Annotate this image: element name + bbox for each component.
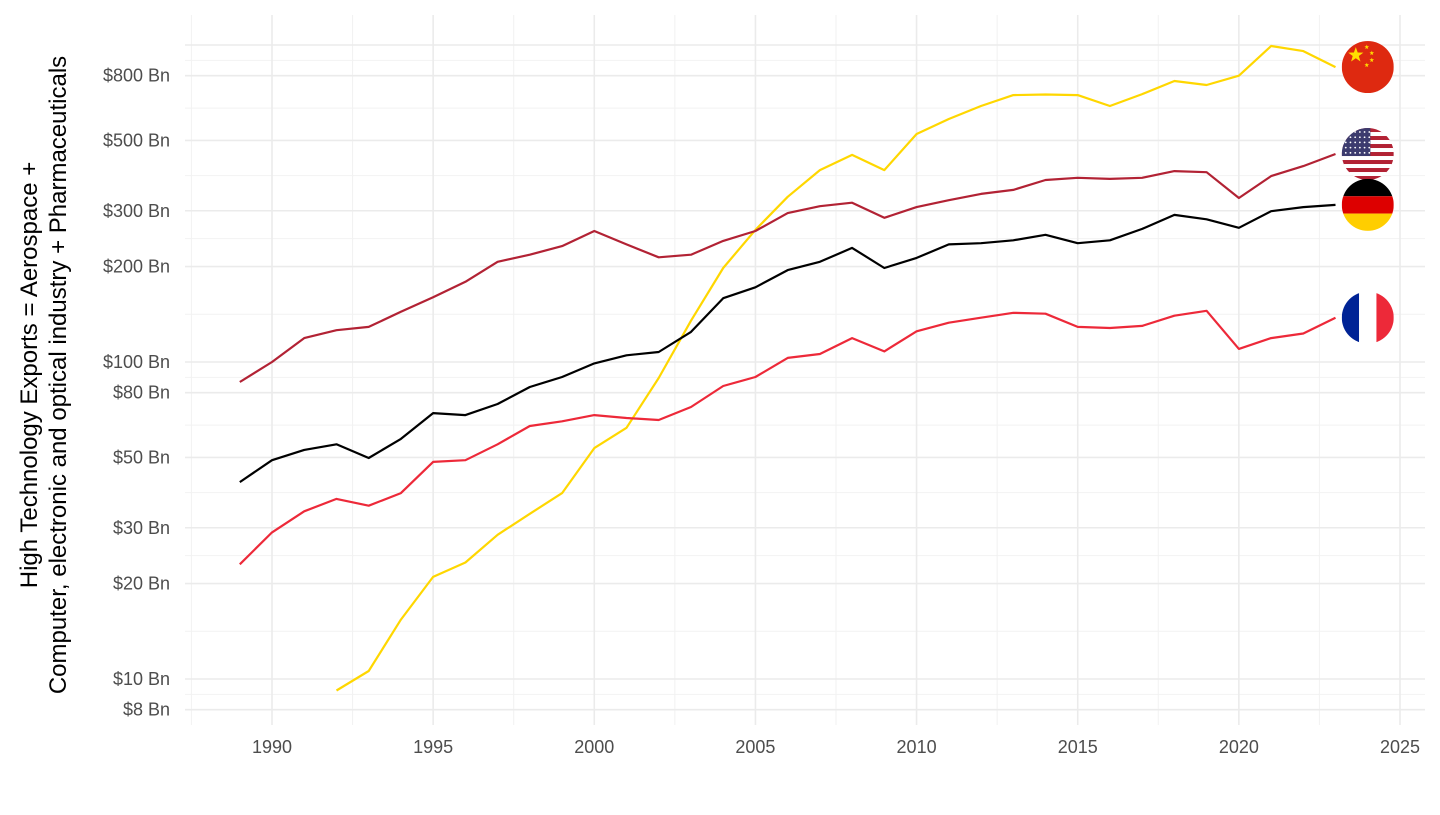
united-states-line (239, 152, 1336, 383)
y-tick-label: $10 Bn (113, 669, 170, 689)
y-tick-label: $100 Bn (103, 352, 170, 372)
y-axis-label-line1: High Technology Exports = Aerospace + (16, 162, 43, 589)
y-tick-label: $800 Bn (103, 66, 170, 86)
y-tick-label: $80 Bn (113, 383, 170, 403)
y-axis: $8 Bn $10 Bn $20 Bn $30 Bn $50 Bn $80 Bn $100 … (103, 66, 170, 720)
france-line (239, 309, 1336, 566)
x-tick-label: 2025 (1380, 737, 1420, 757)
china-line (335, 44, 1336, 692)
y-tick-label: $200 Bn (103, 257, 170, 277)
x-tick-label: 1995 (413, 737, 453, 757)
x-tick-label: 2020 (1219, 737, 1259, 757)
y-tick-label: $8 Bn (123, 700, 170, 720)
flags (1341, 41, 1394, 344)
y-tick-label: $500 Bn (103, 130, 170, 150)
germany-flag (1341, 178, 1394, 231)
china-flag (1341, 41, 1394, 94)
us-flag (1341, 128, 1394, 181)
x-axis: 1990 1995 2000 2005 2010 2015 2020 2025 (252, 737, 1420, 757)
major-gridlines (185, 15, 1425, 725)
x-tick-label: 2010 (897, 737, 937, 757)
y-tick-label: $50 Bn (113, 447, 170, 467)
x-tick-label: 2015 (1058, 737, 1098, 757)
x-tick-label: 2000 (574, 737, 614, 757)
x-tick-label: 2005 (735, 737, 775, 757)
y-tick-label: $300 Bn (103, 201, 170, 221)
minor-gridlines (185, 15, 1425, 725)
x-tick-label: 1990 (252, 737, 292, 757)
germany-line (239, 203, 1336, 484)
france-flag (1341, 291, 1394, 344)
series-lines (239, 44, 1336, 692)
y-tick-label: $20 Bn (113, 574, 170, 594)
y-axis-label-line2: Computer, electronic and optical industr… (45, 56, 72, 694)
y-tick-label: $30 Bn (113, 518, 170, 538)
